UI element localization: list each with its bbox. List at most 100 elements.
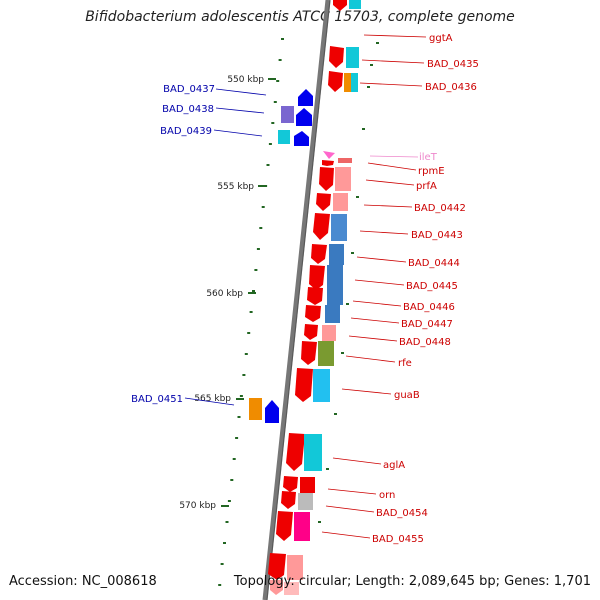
label-BAD_0447: BAD_0447 bbox=[401, 319, 453, 330]
scale-label-550: 550 kbp bbox=[227, 75, 264, 85]
gene-BAD_0438 bbox=[296, 108, 312, 126]
label-rfe: rfe bbox=[398, 358, 412, 369]
inner-tick-dot bbox=[341, 352, 344, 354]
gene-BAD_0443 bbox=[313, 213, 330, 240]
gene-BAD_0435 bbox=[329, 46, 344, 68]
inner-tick-dot bbox=[318, 521, 321, 523]
gene-BAD_0448 bbox=[304, 324, 318, 340]
scale-labels: 550 kbp 555 kbp 560 kbp 565 kbp 570 kbp bbox=[179, 75, 264, 511]
label-aglA: aglA bbox=[383, 460, 405, 471]
scale-tick-dot bbox=[223, 542, 226, 544]
left-gene-labels: BAD_0437 BAD_0438 BAD_0439 BAD_0451 bbox=[131, 84, 215, 405]
scale-tick-dot bbox=[232, 458, 236, 460]
gene-BAD_0436 bbox=[328, 71, 343, 92]
scale-tick-dot bbox=[278, 59, 282, 61]
right-gene-labels: ggtA BAD_0435 BAD_0436 ileT rpmE prfA BA… bbox=[372, 33, 479, 545]
gene-BAD_0455 bbox=[268, 553, 286, 580]
scale-tick-dot bbox=[247, 332, 251, 334]
label-orn: orn bbox=[379, 490, 395, 501]
inner-tick-dot bbox=[346, 303, 349, 305]
genome-backbone bbox=[262, 0, 331, 600]
label-BAD_0436: BAD_0436 bbox=[425, 82, 477, 93]
gene-orn bbox=[281, 491, 296, 509]
inner-tick-dot bbox=[370, 64, 373, 66]
gene-BAD_0454 bbox=[276, 511, 293, 541]
label-connectors bbox=[184, 34, 427, 539]
gene-BAD_0444 bbox=[311, 244, 327, 264]
scale-ticks bbox=[218, 38, 379, 586]
scale-tick-dot bbox=[244, 353, 248, 355]
label-BAD_0438: BAD_0438 bbox=[162, 104, 214, 115]
label-BAD_0443: BAD_0443 bbox=[411, 230, 463, 241]
scale-tick-dot bbox=[273, 101, 277, 103]
scale-tick-dot bbox=[276, 80, 280, 82]
accession-text: Accession: NC_008618 bbox=[9, 574, 157, 589]
label-rpmE: rpmE bbox=[418, 166, 445, 177]
gene-BAD_0445 bbox=[309, 265, 325, 290]
label-ggtA: ggtA bbox=[429, 33, 453, 44]
scale-tick-dot bbox=[266, 164, 270, 166]
label-BAD_0442: BAD_0442 bbox=[414, 203, 466, 214]
label-BAD_0437: BAD_0437 bbox=[163, 84, 215, 95]
gene-prfA bbox=[319, 167, 334, 191]
topology-text: Topology: circular; Length: 2,089,645 bp… bbox=[233, 574, 591, 589]
inner-tick-dot bbox=[334, 413, 337, 415]
scale-tick-dot bbox=[256, 248, 260, 250]
inner-tick-dot bbox=[367, 86, 370, 88]
label-BAD_0454: BAD_0454 bbox=[376, 508, 428, 519]
scale-tick-dot bbox=[268, 143, 272, 145]
gene-orn-a bbox=[283, 476, 298, 492]
label-BAD_0455: BAD_0455 bbox=[372, 534, 424, 545]
gene-BAD_0447 bbox=[305, 305, 321, 322]
scale-tick-dot bbox=[220, 563, 224, 565]
cds-track-forward bbox=[268, 0, 347, 595]
cds-track-reverse bbox=[249, 89, 313, 423]
scale-tick-dot bbox=[249, 311, 253, 313]
gene-BAD_0439 bbox=[294, 131, 309, 146]
scale-tick-dot bbox=[235, 437, 239, 439]
gene-ileT bbox=[323, 151, 335, 159]
gene-BAD_0442 bbox=[316, 193, 331, 211]
label-BAD_0435: BAD_0435 bbox=[427, 59, 479, 70]
gene-BAD_0446 bbox=[307, 287, 323, 305]
scale-tick-dot bbox=[242, 374, 246, 376]
scale-tick-dot bbox=[281, 38, 284, 40]
inner-tick-dot bbox=[326, 468, 329, 470]
gene-aglA bbox=[286, 433, 305, 471]
inner-tick-dot bbox=[356, 196, 359, 198]
label-BAD_0448: BAD_0448 bbox=[399, 337, 451, 348]
inner-tick-dot bbox=[376, 42, 379, 44]
label-BAD_0444: BAD_0444 bbox=[408, 258, 460, 269]
scale-tick-dot bbox=[239, 395, 243, 397]
map-title: Bifidobacterium adolescentis ATCC 15703,… bbox=[85, 9, 515, 25]
label-ileT: ileT bbox=[419, 152, 438, 163]
scale-tick-dot bbox=[218, 584, 222, 586]
scale-label-570: 570 kbp bbox=[179, 501, 216, 511]
scale-tick-dot bbox=[271, 122, 275, 124]
scale-tick-dot bbox=[252, 290, 255, 292]
scale-label-555: 555 kbp bbox=[217, 182, 254, 192]
scale-label-560: 560 kbp bbox=[206, 289, 243, 299]
inner-tick-dot bbox=[351, 252, 354, 254]
gene-guaB bbox=[295, 368, 313, 402]
gene-BAD_0451 bbox=[265, 400, 279, 423]
label-prfA: prfA bbox=[416, 181, 437, 192]
scale-tick-dot bbox=[225, 521, 229, 523]
scale-tick-dot bbox=[254, 269, 258, 271]
scale-tick-dot bbox=[261, 206, 265, 208]
label-BAD_0451: BAD_0451 bbox=[131, 394, 183, 405]
gene-rfe bbox=[301, 341, 317, 365]
label-BAD_0446: BAD_0446 bbox=[403, 302, 455, 313]
scale-tick-dot bbox=[230, 479, 234, 481]
label-BAD_0445: BAD_0445 bbox=[406, 281, 458, 292]
label-BAD_0439: BAD_0439 bbox=[160, 126, 212, 137]
gene-rpmE bbox=[322, 160, 334, 166]
scale-tick-dot bbox=[227, 500, 231, 502]
scale-label-565: 565 kbp bbox=[194, 394, 231, 404]
inner-tick-dot bbox=[362, 128, 365, 130]
scale-tick-dot bbox=[237, 416, 241, 418]
scale-tick-dot bbox=[259, 227, 263, 229]
cog-track bbox=[284, 0, 361, 595]
gene-BAD_0437 bbox=[298, 89, 313, 106]
